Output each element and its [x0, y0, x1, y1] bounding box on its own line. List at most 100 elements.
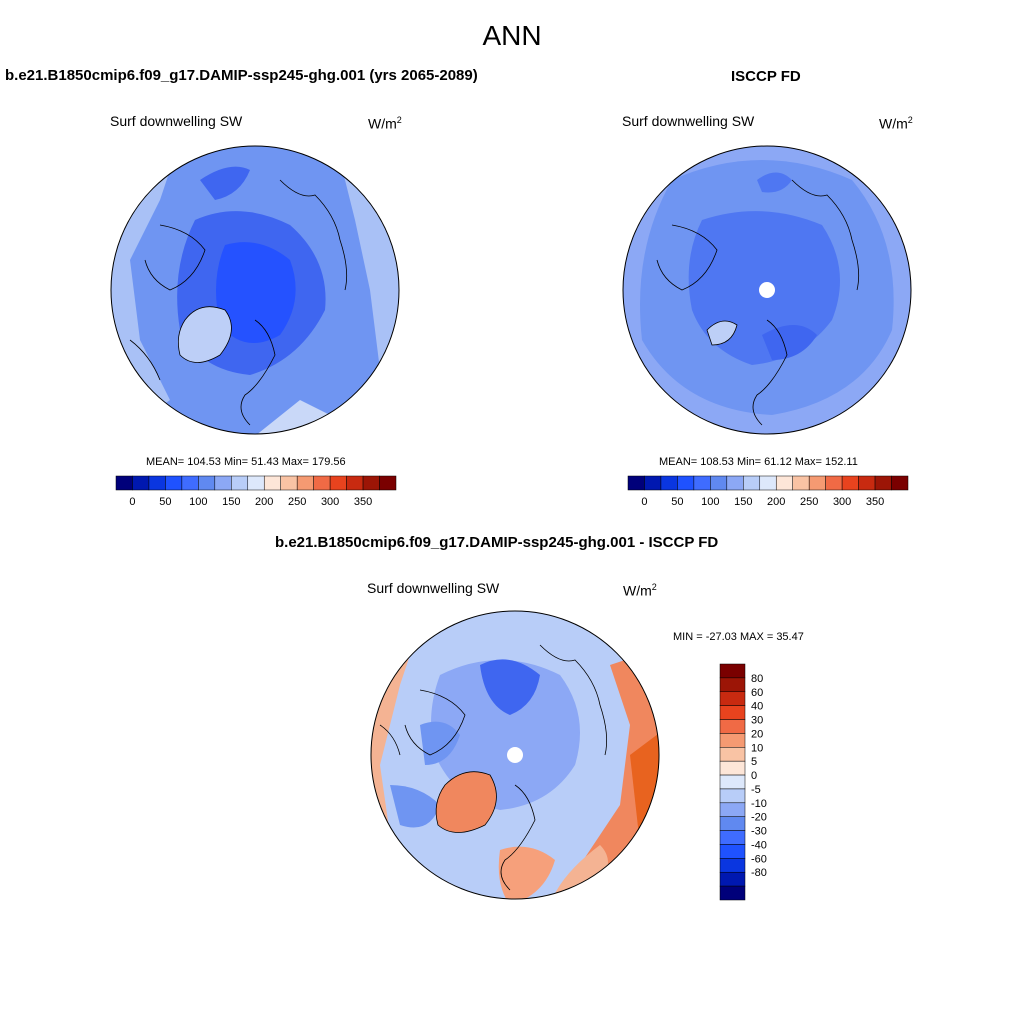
- obs-colorbar-box: [891, 475, 909, 491]
- diff-colorbar-box: [719, 871, 746, 887]
- diff-colorbar-box: [719, 747, 746, 762]
- diff-colorbar-box: [719, 691, 746, 706]
- obs-colorbar-tick: 350: [866, 496, 884, 508]
- figure-title: ANN: [482, 20, 542, 51]
- obs-colorbar-tick: 50: [671, 496, 683, 508]
- obs-colorbar-box: [726, 475, 744, 491]
- model-colorbar-box: [346, 475, 364, 491]
- obs-units-label: W/m2: [879, 115, 913, 132]
- diff-units-label: W/m2: [623, 582, 657, 599]
- obs-colorbar-box: [710, 475, 728, 491]
- model-polar-map: [110, 145, 400, 435]
- diff-colorbar-box: [719, 802, 746, 817]
- model-colorbar-tick: 100: [189, 496, 207, 508]
- obs-colorbar-box: [874, 475, 892, 491]
- model-colorbar-tick: 250: [288, 496, 306, 508]
- diff-stats: MIN = -27.03 MAX = 35.47: [673, 631, 804, 643]
- obs-colorbar-tick: 150: [734, 496, 752, 508]
- model-units-label: W/m2: [368, 115, 402, 132]
- model-colorbar-box: [165, 475, 183, 491]
- obs-panel-title: ISCCP FD: [731, 68, 801, 85]
- diff-colorbar-tick: 5: [751, 756, 757, 768]
- obs-colorbar-tick: 100: [701, 496, 719, 508]
- model-colorbar-box: [231, 475, 249, 491]
- obs-colorbar-box: [693, 475, 711, 491]
- diff-colorbar-box: [719, 677, 746, 693]
- obs-colorbar-box: [743, 475, 761, 491]
- diff-colorbar-tick: -60: [751, 853, 767, 865]
- model-colorbar-box: [181, 475, 199, 491]
- diff-colorbar-box: [719, 733, 746, 748]
- diff-colorbar-box: [719, 719, 746, 734]
- obs-colorbar-box: [644, 475, 662, 491]
- model-colorbar-tick: 150: [222, 496, 240, 508]
- obs-colorbar-box: [792, 475, 810, 491]
- obs-colorbar-box: [677, 475, 695, 491]
- diff-colorbar-tick: 30: [751, 715, 763, 727]
- diff-panel-title: b.e21.B1850cmip6.f09_g17.DAMIP-ssp245-gh…: [275, 534, 719, 551]
- model-colorbar-box: [379, 475, 397, 491]
- model-colorbar-tick: 300: [321, 496, 339, 508]
- obs-colorbar-box: [841, 475, 859, 491]
- model-colorbar-box: [329, 475, 347, 491]
- diff-colorbar-tick: -10: [751, 798, 767, 810]
- diff-polar-map: [370, 610, 660, 900]
- diff-colorbar-tick: 0: [751, 770, 757, 782]
- obs-colorbar-box: [825, 475, 843, 491]
- obs-polar-map: [622, 145, 912, 435]
- obs-colorbar-tick: 250: [800, 496, 818, 508]
- diff-colorbar-box: [719, 830, 746, 845]
- model-colorbar-box: [115, 475, 133, 491]
- obs-colorbar-box: [775, 475, 793, 491]
- diff-colorbar-tick: 80: [751, 673, 763, 685]
- diff-colorbar-tick: 40: [751, 701, 763, 713]
- model-colorbar-box: [214, 475, 232, 491]
- model-stats: MEAN= 104.53 Min= 51.43 Max= 179.56: [146, 456, 346, 468]
- diff-colorbar-box: [719, 844, 746, 859]
- diff-colorbar-tick: -80: [751, 867, 767, 879]
- model-colorbar-box: [247, 475, 265, 491]
- obs-colorbar-tick: 300: [833, 496, 851, 508]
- model-colorbar-box: [362, 475, 380, 491]
- diff-colorbar-tick: -5: [751, 784, 761, 796]
- obs-colorbar-box: [858, 475, 876, 491]
- diff-variable-label: Surf downwelling SW: [367, 580, 500, 596]
- model-colorbar-box: [132, 475, 150, 491]
- obs-colorbar: 0 50 100 150 200 250 300 350: [627, 475, 909, 508]
- model-colorbar-tick: 200: [255, 496, 273, 508]
- diff-colorbar-tick: -40: [751, 839, 767, 851]
- model-colorbar-tick: 350: [354, 496, 372, 508]
- diff-colorbar-box: [719, 858, 746, 873]
- diff-colorbar-tick: 60: [751, 687, 763, 699]
- obs-colorbar-box: [808, 475, 826, 491]
- model-variable-label: Surf downwelling SW: [110, 113, 243, 129]
- diff-colorbar-box: [719, 760, 746, 776]
- model-colorbar-box: [198, 475, 216, 491]
- diff-colorbar-box: [719, 705, 746, 720]
- obs-colorbar-tick: 0: [641, 496, 647, 508]
- diff-colorbar-box: [719, 663, 746, 679]
- obs-colorbar-box: [660, 475, 678, 491]
- model-colorbar-box: [313, 475, 331, 491]
- model-colorbar: 0 50 100 150 200 250 300 350: [115, 475, 397, 508]
- obs-colorbar-box: [627, 475, 645, 491]
- diff-colorbar-box: [719, 885, 746, 901]
- diff-colorbar-tick: 10: [751, 742, 763, 754]
- diff-colorbar-tick: -30: [751, 826, 767, 838]
- obs-colorbar-box: [759, 475, 777, 491]
- model-colorbar-box: [280, 475, 298, 491]
- obs-colorbar-tick: 200: [767, 496, 785, 508]
- model-colorbar-box: [148, 475, 166, 491]
- obs-variable-label: Surf downwelling SW: [622, 113, 755, 129]
- diff-colorbar-tick: -20: [751, 812, 767, 824]
- diff-colorbar-box: [719, 774, 746, 790]
- model-colorbar-tick: 50: [159, 496, 171, 508]
- diff-colorbar-tick: 20: [751, 728, 763, 740]
- model-panel-title: b.e21.B1850cmip6.f09_g17.DAMIP-ssp245-gh…: [5, 67, 478, 84]
- model-colorbar-box: [296, 475, 314, 491]
- diff-colorbar-box: [719, 788, 746, 804]
- obs-stats: MEAN= 108.53 Min= 61.12 Max= 152.11: [659, 456, 858, 468]
- model-colorbar-tick: 0: [129, 496, 135, 508]
- model-colorbar-box: [263, 475, 281, 491]
